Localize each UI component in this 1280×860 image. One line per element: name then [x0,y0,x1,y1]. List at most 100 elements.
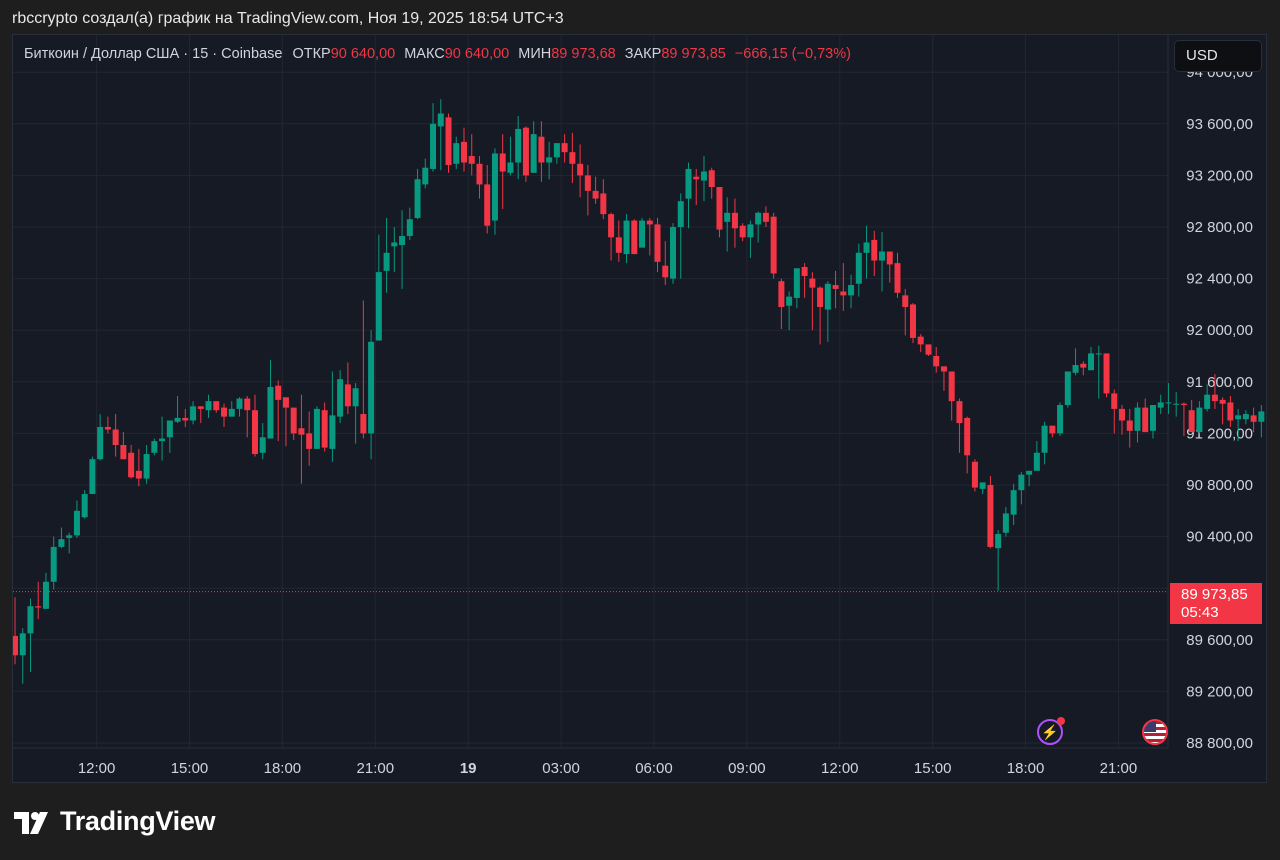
candle-body [662,265,669,278]
x-tick-label: 15:00 [914,760,952,777]
candle-body [35,606,42,608]
candle-body [762,212,769,222]
candle-body [902,295,909,307]
candle-body [863,242,870,253]
candle-body [453,143,460,164]
candle-body [909,304,916,338]
y-tick-label: 92 000,00 [1186,322,1253,339]
candle-body [964,417,971,456]
close-value: 89 973,85 [661,46,726,62]
candle-body [460,141,467,163]
x-tick-label: 06:00 [635,760,673,777]
lightning-icon[interactable]: ⚡ [1037,717,1065,745]
candle-body [608,214,615,238]
candle-body [368,341,375,434]
y-tick-label: 90 400,00 [1186,529,1253,546]
candle-body [406,219,413,237]
candle-body [1188,410,1195,433]
candle-body [375,272,382,341]
candle-body [584,175,591,191]
chart-panel[interactable]: 88 800,00 89 200,00 89 600,00 90 400,00 90 8… [12,34,1267,783]
candle-body [491,153,498,221]
candle-body [112,429,119,446]
x-tick-label: 12:00 [78,760,116,777]
candle-body [786,296,793,306]
candle-body [430,123,437,169]
candle-body [592,190,599,199]
candle-body [42,581,49,609]
x-tick-label: 18:00 [1007,760,1045,777]
candle-body [739,225,746,238]
candle-body [987,485,994,547]
candle-body [313,408,320,449]
candle-body [321,410,328,448]
candle-body [615,237,622,253]
candle-body [1010,490,1017,515]
candle-body [708,170,715,188]
candle-body [1126,420,1133,431]
candle-body [97,426,104,460]
candle-body [197,406,204,409]
y-tick-label: 88 800,00 [1186,735,1253,752]
candle-body [879,251,886,261]
low-value: 89 973,68 [551,46,616,62]
candle-body [1095,353,1102,355]
candle-body [151,441,158,453]
currency-button[interactable]: USD [1174,40,1262,72]
tradingview-brand[interactable]: TradingView [14,806,216,837]
notification-dot [1057,717,1065,725]
ohlc-legend: Биткоин / Доллар США · 15 · Coinbase ОТКР… [24,46,860,62]
candle-body [221,407,228,417]
candle-body [1235,415,1242,420]
candle-body [940,366,947,372]
candle-body [306,433,313,449]
candle-body [228,408,235,417]
candle-body [832,285,839,289]
candle-body [724,212,731,222]
candle-body [1041,425,1048,453]
candle-body [755,212,762,225]
candle-body [1204,394,1211,409]
candle-body [399,236,406,246]
candle-body [693,176,700,180]
y-tick-label: 91 600,00 [1186,374,1253,391]
y-tick-label: 93 600,00 [1186,116,1253,133]
candle-body [120,445,127,460]
candle-body [522,127,529,176]
candle-body [190,406,197,421]
candle-body [925,344,932,355]
candle-body [445,117,452,166]
last-price-value: 89 973,85 [1181,586,1248,603]
candle-body [770,216,777,274]
y-tick-label: 89 200,00 [1186,683,1253,700]
candle-body [685,168,692,199]
candle-body [1165,402,1172,404]
candle-body [979,482,986,489]
us-flag-icon[interactable] [1142,719,1168,745]
x-tick-label: 03:00 [542,760,580,777]
high-value: 90 640,00 [444,46,510,62]
candle-body [236,398,243,409]
candle-body [1080,363,1087,368]
candle-body [282,397,289,408]
candle-body [104,426,111,430]
candle-body [360,414,367,434]
tradingview-logo-icon [14,811,48,834]
candle-body [646,220,653,225]
candlestick-chart[interactable]: 88 800,00 89 200,00 89 600,00 90 400,00 90 8… [13,35,1266,782]
candle-body [337,379,344,417]
candle-body [383,252,390,271]
candle-body [174,417,181,422]
candle-body [995,534,1002,549]
candle-body [1134,407,1141,431]
candle-body [1142,407,1149,433]
candle-body [143,454,150,479]
candle-body [731,212,738,229]
candle-body [956,401,963,424]
candle-body [1111,393,1118,409]
candle-body [507,162,514,173]
candle-body [290,407,297,434]
candle-body [809,278,816,288]
symbol-title[interactable]: Биткоин / Доллар США · 15 · Coinbase [24,46,283,62]
candle-body [166,420,173,438]
